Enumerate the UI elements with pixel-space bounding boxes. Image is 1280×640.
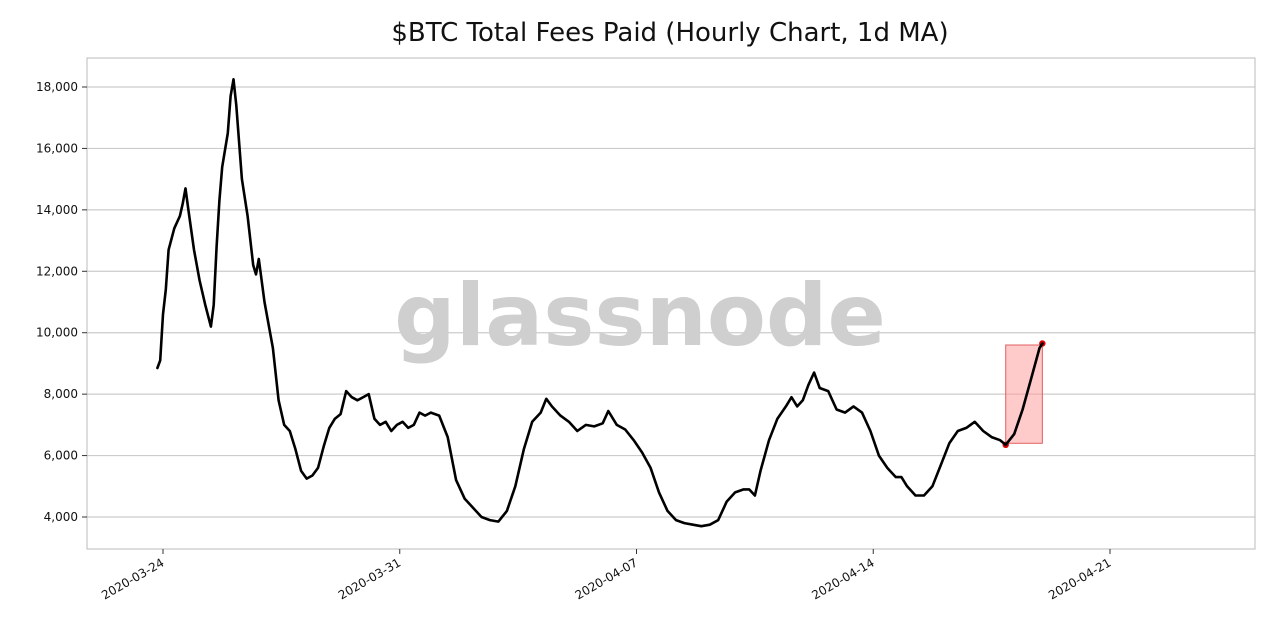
x-axis: 2020-03-24 2020-03-31 2020-04-07 2020-04-14…	[99, 549, 1114, 602]
x-tick-label: 2020-03-31	[336, 555, 403, 602]
x-tick-label: 2020-04-14	[809, 555, 876, 602]
y-axis: 4,000 6,000 8,000 10,000 12,000 14,000 16,000 1…	[36, 80, 87, 524]
y-tick-label: 10,000	[36, 326, 78, 340]
y-tick-label: 4,000	[44, 510, 78, 524]
y-tick-label: 16,000	[36, 141, 78, 155]
y-tick-label: 12,000	[36, 264, 78, 278]
chart-title: $BTC Total Fees Paid (Hourly Chart, 1d M…	[391, 18, 949, 48]
highlight-trend-line	[1004, 342, 1044, 447]
x-tick-label: 2020-04-21	[1046, 555, 1113, 602]
series-line	[156, 78, 1007, 528]
grid-lines	[87, 86, 1255, 518]
y-tick-label: 6,000	[44, 449, 78, 463]
x-tick-label: 2020-03-24	[99, 555, 166, 602]
x-tick-label: 2020-04-07	[573, 555, 640, 602]
watermark: glassnode	[394, 266, 886, 366]
y-tick-label: 14,000	[36, 203, 78, 217]
y-tick-label: 8,000	[44, 387, 78, 401]
highlight-box	[1002, 340, 1046, 449]
y-tick-label: 18,000	[36, 80, 78, 94]
plot-frame	[86, 57, 1256, 550]
